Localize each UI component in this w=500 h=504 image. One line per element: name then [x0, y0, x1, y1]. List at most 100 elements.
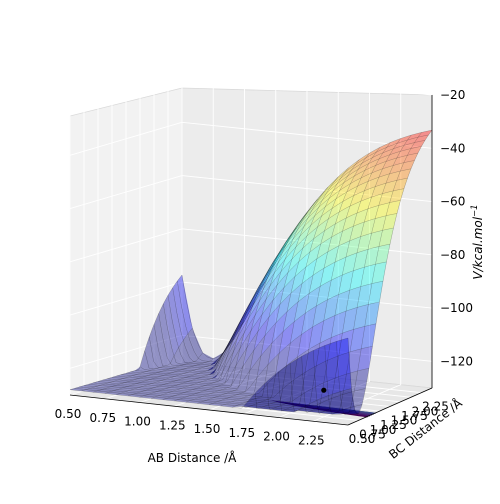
surface-patch [315, 187, 331, 204]
surface-patch [194, 373, 210, 376]
surface-patch [116, 393, 133, 396]
surface-patch [157, 390, 173, 393]
surface-patch [209, 403, 225, 406]
wireframe-line [116, 352, 224, 395]
surface-patch [113, 379, 130, 383]
grid-line [83, 97, 359, 421]
surface-patch [325, 190, 340, 207]
surface-patch [139, 395, 156, 399]
surface-patch [169, 356, 185, 366]
surface-patch [195, 392, 211, 395]
surface-patch [342, 370, 358, 395]
surface-patch [280, 276, 295, 305]
surface-patch [327, 275, 343, 300]
wireframe-line [208, 212, 308, 405]
surface-patch [201, 364, 217, 370]
wireframe-line [255, 167, 349, 410]
surface-patch [93, 381, 110, 384]
surface-patch [260, 322, 276, 356]
surface-patch [314, 198, 330, 216]
surface-patch [204, 357, 220, 364]
y-tick-label: 0.50 [349, 432, 376, 446]
wireframe-line [93, 352, 203, 393]
surface-patch [293, 218, 308, 239]
surface-patch [357, 346, 373, 371]
wireframe-line [130, 227, 394, 382]
surface-patch [295, 225, 311, 247]
surface-patch [309, 410, 325, 413]
surface-patch [129, 379, 146, 383]
surface-patch [252, 277, 268, 306]
surface-patch [331, 311, 347, 338]
surface-patch [218, 334, 234, 364]
wireframe-line [69, 274, 183, 390]
surface-patch [210, 392, 227, 395]
surface-patch [170, 376, 186, 379]
surface-patch [228, 401, 245, 405]
surface-patch [360, 264, 376, 287]
surface-patch [364, 302, 380, 327]
surface-patch [235, 306, 251, 333]
surface-patch [320, 223, 336, 245]
surface-patch [273, 272, 288, 301]
surface-patch [215, 390, 231, 394]
surface-patch [127, 385, 144, 388]
surface-patch [252, 364, 268, 395]
grid-line [69, 334, 433, 369]
surface-patch [112, 375, 128, 379]
surface-patch [192, 388, 209, 391]
y-tick-label: 2.25 [422, 400, 449, 414]
surface-patch [317, 208, 333, 227]
surface-patch [323, 294, 339, 321]
grid-line [174, 78, 277, 407]
surface-patch [104, 392, 121, 395]
wireframe-line [336, 132, 422, 415]
surface-patch [207, 371, 223, 382]
wireframe-line [266, 159, 360, 410]
surface-patch [267, 249, 282, 274]
surface-patch [297, 327, 313, 357]
surface-patch [182, 396, 199, 400]
surface-patch [271, 243, 287, 268]
surface-patch [324, 341, 340, 396]
surface-patch [310, 206, 326, 226]
surface-patch [227, 319, 242, 346]
surface-patch [203, 363, 219, 374]
wireframe-line [144, 188, 405, 376]
energy-surface [70, 130, 432, 415]
surface-patch [248, 288, 264, 319]
surface-patch [221, 398, 237, 402]
wireframe-line [301, 142, 391, 413]
surface-patch [274, 248, 290, 274]
x-tick-label: 0.50 [55, 407, 82, 421]
surface-patch [222, 337, 238, 372]
surface-patch [97, 389, 114, 392]
surface-patch [266, 371, 283, 411]
surface-patch [283, 301, 299, 332]
surface-patch [229, 321, 245, 344]
surface-patch [152, 382, 168, 385]
surface-patch [331, 257, 346, 281]
surface-patch [240, 301, 255, 327]
surface-patch [302, 226, 318, 249]
surface-patch [198, 352, 214, 362]
surface-patch [386, 171, 401, 184]
surface-patch [305, 400, 321, 413]
surface-patch [156, 380, 173, 384]
surface-patch [201, 400, 218, 404]
surface-patch [90, 386, 107, 390]
surface-patch [272, 311, 288, 343]
surface-patch [177, 275, 193, 334]
surface-patch [187, 370, 204, 374]
z-tick-label: −20 [440, 88, 465, 102]
surface-patch [372, 147, 387, 158]
marked-point [321, 387, 327, 393]
wireframe-line [172, 140, 426, 364]
surface-patch [258, 300, 273, 332]
surface-patch [190, 399, 206, 402]
surface-patch [378, 190, 394, 206]
surface-patch [229, 332, 245, 368]
surface-patch [168, 287, 184, 348]
surface-patch [175, 365, 191, 369]
surface-patch [313, 218, 329, 239]
